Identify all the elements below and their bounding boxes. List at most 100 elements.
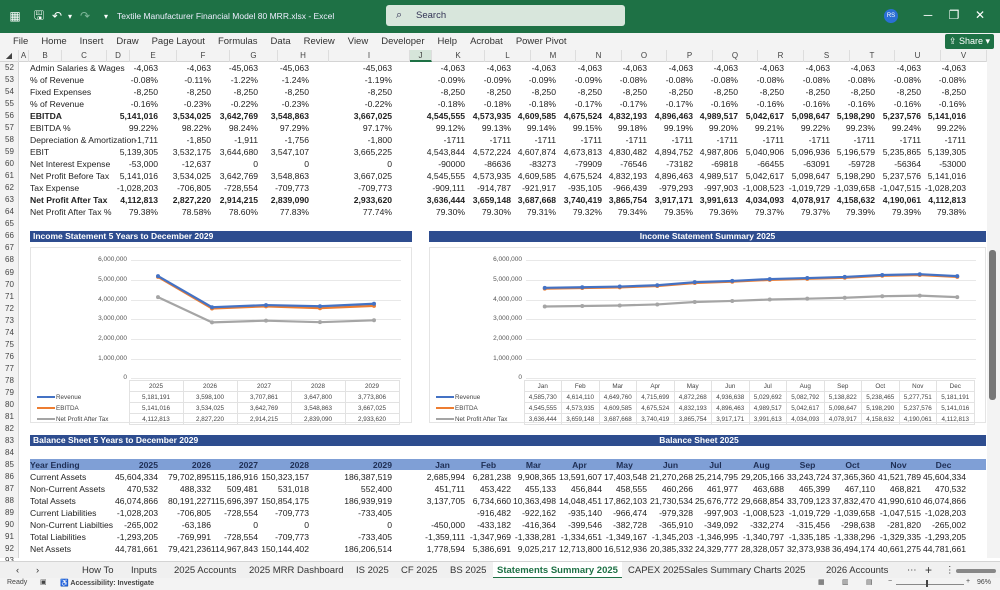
row-header[interactable]: 63 — [5, 195, 14, 205]
select-all-corner[interactable]: ◢ — [0, 50, 19, 62]
month-value-cell[interactable]: 5,235,865 — [882, 147, 921, 158]
year-value-cell[interactable]: 2,839,090 — [270, 195, 309, 206]
month-value-cell[interactable]: 3,917,171 — [654, 195, 693, 206]
month-value-cell[interactable]: 4,675,524 — [563, 111, 602, 122]
balance-month-value[interactable]: 36,494,174 — [831, 544, 875, 555]
legend-entry[interactable]: Net Profit After Tax — [434, 414, 524, 425]
balance-row-label[interactable]: Net Assets — [30, 544, 72, 555]
balance-month-value[interactable]: 12,713,800 — [558, 544, 602, 555]
balance-month-value[interactable]: 21,270,268 — [649, 472, 693, 483]
undo-dropdown-icon[interactable]: ▾ — [67, 11, 72, 21]
month-value-cell[interactable]: -0.16% — [756, 99, 784, 110]
normal-view-icon[interactable]: ▦ — [818, 579, 825, 586]
row-header[interactable]: 70 — [5, 279, 14, 289]
month-value-cell[interactable]: -979,293 — [659, 183, 693, 194]
month-value-cell[interactable]: 4,545,555 — [426, 171, 465, 182]
year-value-cell[interactable]: 77.83% — [279, 207, 309, 218]
balance-year-value[interactable]: 150,323,157 — [261, 472, 309, 483]
balance-year-value[interactable]: 79,421,236 — [167, 544, 211, 555]
sheet-tab-inputs[interactable]: Inputs — [131, 565, 157, 576]
month-value-cell[interactable]: 3,659,148 — [472, 195, 511, 206]
undo-icon[interactable]: ↶ — [51, 9, 63, 23]
balance-month-value[interactable]: -1,047,515 — [879, 508, 921, 519]
sheet-tab-capex-2025[interactable]: CAPEX 2025 — [628, 565, 684, 576]
month-value-cell[interactable]: 4,896,463 — [654, 171, 693, 182]
balance-month-value[interactable]: 41,521,789 — [877, 472, 921, 483]
tab-scroll-left-icon[interactable]: ‹ — [16, 565, 20, 576]
month-value-cell[interactable]: 99.14% — [526, 123, 556, 134]
row-header[interactable]: 87 — [5, 484, 14, 494]
balance-month-value[interactable]: 40,661,275 — [877, 544, 921, 555]
month-value-cell[interactable]: 99.12% — [435, 123, 465, 134]
balance-month-value[interactable]: -450,000 — [431, 520, 465, 531]
month-value-cell[interactable]: 79.35% — [663, 207, 693, 218]
year-value-cell[interactable]: -1.22% — [230, 75, 258, 86]
macro-record-icon[interactable]: ▣ — [40, 579, 47, 586]
month-value-cell[interactable]: 5,198,290 — [836, 171, 875, 182]
month-value-cell[interactable]: -0.09% — [437, 75, 465, 86]
month-value-cell[interactable]: -1711 — [853, 135, 875, 146]
balance-year-value[interactable]: 552,400 — [360, 484, 392, 495]
year-value-cell[interactable]: -12,637 — [181, 159, 211, 170]
row-header[interactable]: 68 — [5, 255, 14, 265]
column-header-t[interactable]: T — [850, 50, 895, 62]
month-value-cell[interactable]: -0.08% — [619, 75, 647, 86]
balance-month-value[interactable]: 37,832,470 — [831, 496, 875, 507]
year-value-cell[interactable]: 2,827,220 — [172, 195, 211, 206]
column-header-v[interactable]: V — [941, 50, 987, 62]
row-header[interactable]: 72 — [5, 303, 14, 313]
month-value-cell[interactable]: -997,903 — [704, 183, 738, 194]
balance-year-value[interactable]: 44,781,661 — [114, 544, 158, 555]
row-header[interactable]: 55 — [5, 99, 14, 109]
row-header[interactable]: 81 — [5, 411, 14, 421]
month-value-cell[interactable]: -8,250 — [440, 87, 465, 98]
year-value-cell[interactable]: -4,063 — [133, 63, 158, 73]
balance-year-value[interactable]: -733,405 — [358, 508, 392, 519]
month-value-cell[interactable]: -59728 — [848, 159, 875, 170]
month-value-cell[interactable]: -86636 — [484, 159, 511, 170]
horizontal-scrollbar[interactable] — [956, 569, 996, 573]
menu-formulas[interactable]: Formulas — [217, 36, 258, 47]
year-value-cell[interactable]: 3,642,769 — [219, 171, 258, 182]
year-value-cell[interactable]: -1,850 — [186, 135, 211, 146]
month-value-cell[interactable]: 79.34% — [617, 207, 647, 218]
row-label[interactable]: EBITDA — [30, 111, 62, 122]
share-button[interactable]: ⇪ Share ▾ — [944, 34, 994, 49]
month-value-cell[interactable]: -1,039,658 — [833, 183, 875, 194]
month-value-cell[interactable]: -0.08% — [847, 75, 875, 86]
month-value-cell[interactable]: 5,196,579 — [836, 147, 875, 158]
balance-month-value[interactable]: -399,546 — [568, 520, 602, 531]
year-value-cell[interactable]: 78.60% — [228, 207, 258, 218]
balance-month-value[interactable]: -1,335,185 — [788, 532, 830, 543]
row-header[interactable]: 74 — [5, 327, 14, 337]
month-value-cell[interactable]: -1711 — [944, 135, 966, 146]
balance-month-value[interactable]: 2,685,994 — [426, 472, 465, 483]
row-header[interactable]: 65 — [5, 219, 14, 229]
month-value-cell[interactable]: 4,607,874 — [517, 147, 556, 158]
month-value-cell[interactable]: -56364 — [894, 159, 921, 170]
row-header[interactable]: 77 — [5, 363, 14, 373]
legend-entry[interactable]: EBITDA — [434, 403, 524, 414]
balance-year-value[interactable]: -709,773 — [275, 508, 309, 519]
month-value-cell[interactable]: 99.15% — [572, 123, 602, 134]
month-value-cell[interactable]: 99.23% — [845, 123, 875, 134]
month-value-cell[interactable]: -0.16% — [938, 99, 966, 110]
month-value-cell[interactable]: 79.38% — [936, 207, 966, 218]
year-value-cell[interactable]: 3,534,025 — [172, 171, 211, 182]
balance-year-value[interactable]: 79,702,895 — [167, 472, 211, 483]
sheet-tab-cf-2025[interactable]: CF 2025 — [401, 565, 438, 576]
menu-power-pivot[interactable]: Power Pivot — [515, 36, 567, 47]
menu-data[interactable]: Data — [270, 36, 291, 47]
year-value-cell[interactable]: -8,250 — [186, 87, 211, 98]
balance-year-value[interactable]: -709,773 — [275, 532, 309, 543]
column-header-f[interactable]: F — [177, 50, 230, 62]
month-value-cell[interactable]: 5,042,617 — [745, 111, 784, 122]
balance-month-value[interactable]: -1,293,205 — [924, 532, 966, 543]
balance-month-value[interactable]: 453,422 — [479, 484, 511, 495]
month-value-cell[interactable]: -4,063 — [440, 63, 465, 73]
year-value-cell[interactable]: -1.19% — [364, 75, 392, 86]
month-value-cell[interactable]: 5,198,290 — [836, 111, 875, 122]
month-value-cell[interactable]: -1711 — [899, 135, 921, 146]
balance-month-value[interactable]: -1,345,203 — [651, 532, 693, 543]
month-value-cell[interactable]: -0.08% — [710, 75, 738, 86]
